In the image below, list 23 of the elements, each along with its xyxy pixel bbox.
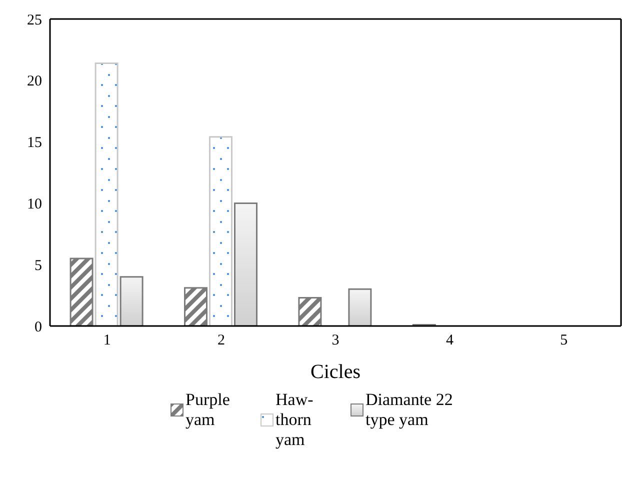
bar <box>209 136 233 326</box>
legend-label: Purple yam <box>186 390 231 430</box>
x-tick-label: 5 <box>560 332 568 349</box>
y-tick-label: 0 <box>34 319 42 336</box>
bar <box>70 258 94 326</box>
y-tick-label: 5 <box>34 258 42 274</box>
x-axis-title: Cicles <box>310 361 361 383</box>
bar <box>298 297 322 326</box>
x-tick-label: 2 <box>218 332 226 349</box>
x-tick-label: 4 <box>446 332 454 349</box>
x-tick-label: 3 <box>332 332 340 349</box>
bar <box>120 276 144 326</box>
y-tick-label: 25 <box>27 12 42 28</box>
bar <box>184 287 208 326</box>
bar <box>94 62 118 326</box>
bar <box>348 288 372 326</box>
x-tick-label: 1 <box>103 332 111 349</box>
y-tick-label: 20 <box>27 74 42 90</box>
legend-label: Haw-thorn yam <box>276 390 314 450</box>
bar <box>234 202 258 326</box>
y-tick-label: 15 <box>27 135 42 152</box>
y-tick-label: 10 <box>27 196 42 213</box>
legend-label: Diamante 22 type yam <box>366 390 454 430</box>
